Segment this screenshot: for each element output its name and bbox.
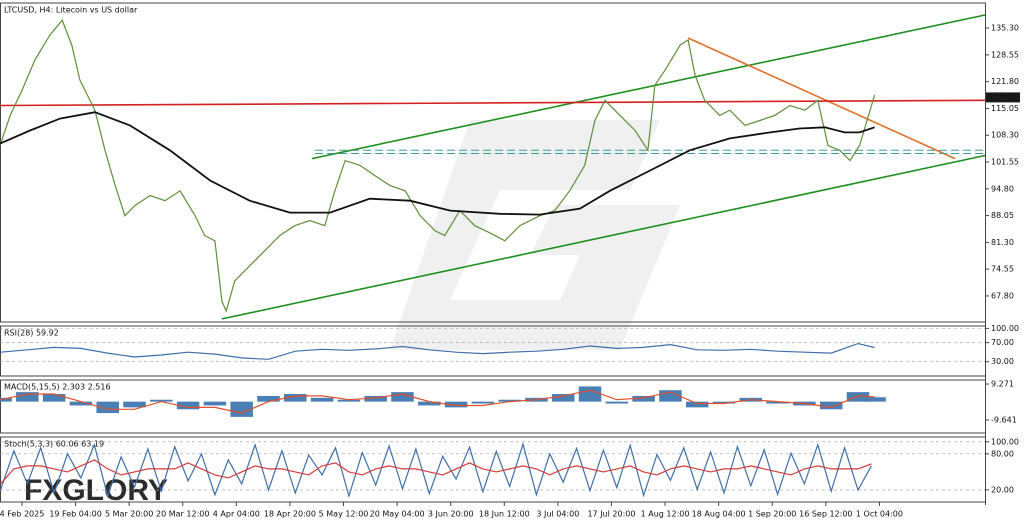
trend-line	[221, 154, 986, 320]
x-tick-label: 3 Jul 04:00	[536, 510, 579, 519]
macd-bar	[176, 401, 200, 410]
y-tick-label: 70.00	[991, 338, 1014, 347]
y-tick-label: -9.641	[991, 415, 1017, 424]
y-tick-label: 108.30	[991, 131, 1019, 140]
x-tick-label: 4 Feb 2025	[0, 510, 44, 519]
x-tick-label: 18 Apr 20:00	[264, 510, 316, 519]
macd-bar	[819, 401, 843, 410]
y-tick-label: 80.00	[991, 449, 1014, 458]
x-tick-label: 20 May 04:00	[370, 510, 425, 519]
macd-bar	[659, 390, 682, 402]
panel-title: RSI(28) 59.92	[4, 329, 59, 338]
x-tick-label: 16 Sep 12:00	[799, 510, 852, 519]
macd-bar	[846, 392, 870, 402]
y-tick-label: 30.00	[991, 357, 1014, 366]
series-line	[0, 18, 876, 313]
macd-bar	[418, 401, 441, 406]
x-tick-label: 1 Sep 20:00	[748, 510, 796, 519]
x-tick-label: 1 Aug 12:00	[641, 510, 690, 519]
y-tick-label: 135.30	[991, 24, 1019, 33]
panel-title: MACD(5,15,5) 2.303 2.516	[4, 383, 111, 392]
x-tick-label: 17 Jul 20:00	[587, 510, 635, 519]
macd-bar	[337, 399, 361, 402]
x-tick-label: 18 Jun 12:00	[479, 510, 530, 519]
macd-bar	[444, 401, 468, 408]
y-tick-label: 88.05	[991, 211, 1014, 220]
x-tick-label: 3 Jun 20:00	[428, 510, 474, 519]
macd-bar	[578, 386, 602, 402]
x-tick-label: 5 Mar 20:00	[105, 510, 153, 519]
series-line	[0, 342, 875, 360]
y-tick-label: 100.00	[991, 324, 1019, 333]
y-tick-label: 128.55	[991, 50, 1019, 59]
x-tick-label: 20 Mar 12:00	[156, 510, 209, 519]
macd-bar	[257, 395, 280, 402]
macd-bar	[364, 395, 387, 402]
macd-bar	[632, 395, 655, 402]
y-tick-label: 100.00	[991, 437, 1019, 446]
y-tick-label: 121.80	[991, 77, 1019, 86]
macd-bar	[310, 397, 334, 402]
panel-title: Stoch(5,3,3) 60.06 63.19	[4, 440, 104, 449]
trend-line	[0, 99, 986, 107]
macd-bar	[150, 399, 173, 402]
macd-bar	[123, 401, 146, 408]
price-tag-label: 117.83	[989, 93, 1017, 102]
y-tick-label: 20.00	[991, 485, 1014, 494]
macd-bar	[42, 394, 66, 402]
macd-bar	[203, 401, 227, 406]
macd-bar	[230, 401, 253, 417]
y-tick-label: 9.271	[991, 379, 1014, 388]
x-tick-label: 5 May 12:00	[319, 510, 369, 519]
macd-bar	[766, 401, 789, 404]
macd-bar	[391, 392, 414, 402]
macd-bar	[685, 401, 709, 408]
macd-bar	[96, 401, 119, 414]
panel-title: LTCUSD, H4: Litecoin vs US dollar	[4, 6, 138, 15]
macd-bar	[605, 401, 629, 404]
x-tick-label: 18 Aug 04:00	[692, 510, 746, 519]
x-tick-label: 19 Feb 04:00	[49, 510, 101, 519]
series-line	[0, 442, 872, 499]
macd-bar	[69, 401, 93, 406]
macd-bar	[498, 399, 521, 402]
y-tick-label: 101.55	[991, 158, 1019, 167]
signal-line	[0, 389, 875, 414]
macd-bar	[863, 397, 886, 402]
series-line	[0, 459, 872, 485]
macd-bar	[16, 392, 39, 402]
macd-bar	[0, 397, 12, 402]
y-tick-label: 74.55	[991, 265, 1014, 274]
trend-line	[687, 37, 956, 160]
macd-bar	[471, 401, 495, 404]
price-tag	[986, 92, 1020, 103]
macd-bar	[551, 394, 575, 402]
y-tick-label: 115.05	[991, 104, 1019, 113]
x-tick-label: 4 Apr 04:00	[213, 510, 260, 519]
series-line	[0, 111, 875, 216]
macd-bar	[712, 401, 736, 404]
x-tick-label: 1 Oct 04:00	[856, 510, 903, 519]
y-tick-label: 81.30	[991, 238, 1014, 247]
background-logo	[390, 120, 680, 350]
macd-bar	[284, 394, 307, 402]
y-tick-label: 94.80	[991, 184, 1014, 193]
trend-line	[311, 14, 986, 160]
y-tick-label: 67.80	[991, 291, 1014, 300]
